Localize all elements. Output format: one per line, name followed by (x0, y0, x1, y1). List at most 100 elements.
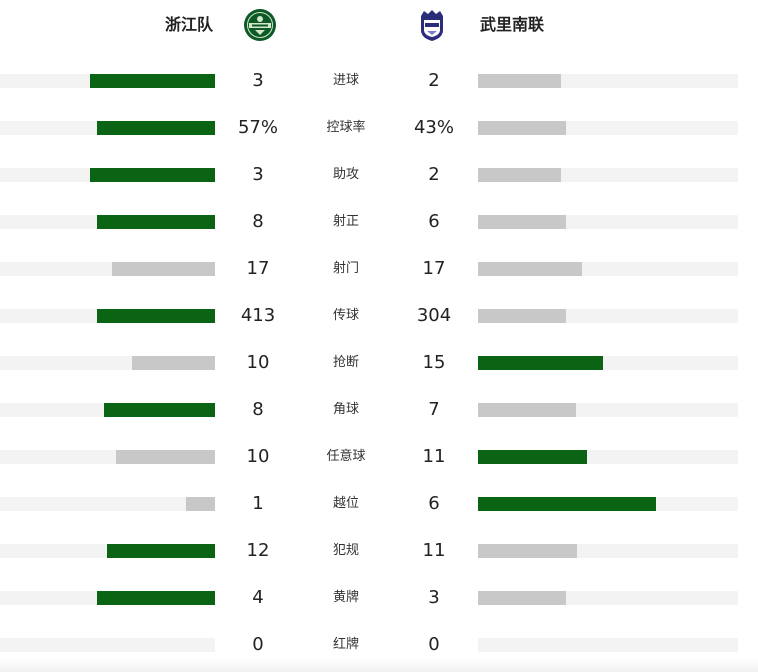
home-stat-bar (97, 309, 215, 323)
stat-label: 射门 (332, 261, 359, 276)
home-stat-track (0, 356, 215, 370)
away-stat-value: 7 (428, 399, 440, 420)
stat-row: 12 犯规 11 (0, 526, 758, 573)
home-stat-track (0, 262, 215, 276)
away-stat-track (478, 309, 738, 323)
away-stat-track (478, 262, 738, 276)
home-stat-value: 8 (252, 211, 264, 232)
stat-row: 0 红牌 0 (0, 620, 758, 667)
away-stat-track (478, 74, 738, 88)
home-stat-value: 17 (246, 258, 270, 279)
stat-row: 3 进球 2 (0, 56, 758, 103)
home-stat-track (0, 168, 215, 182)
away-stat-value: 0 (428, 634, 440, 655)
stat-label: 助攻 (332, 167, 359, 182)
away-stat-value: 304 (416, 305, 452, 326)
stat-row: 17 射门 17 (0, 244, 758, 291)
away-stat-track (478, 591, 738, 605)
home-stat-bar (112, 262, 215, 276)
home-stat-track (0, 309, 215, 323)
away-team-name[interactable]: 武里南联 (480, 15, 545, 34)
bottom-fade (0, 658, 758, 672)
away-stat-value: 17 (422, 258, 446, 279)
away-stat-value: 2 (428, 70, 440, 91)
home-stat-track (0, 403, 215, 417)
away-stat-bar (478, 450, 587, 464)
away-stat-value: 2 (428, 164, 440, 185)
stat-label: 越位 (332, 496, 359, 511)
away-stat-track (478, 403, 738, 417)
home-stat-track (0, 74, 215, 88)
stat-row: 4 黄牌 3 (0, 573, 758, 620)
home-stat-bar (107, 544, 215, 558)
home-stat-value: 57% (237, 117, 278, 138)
stat-row: 8 角球 7 (0, 385, 758, 432)
home-stat-track (0, 215, 215, 229)
stat-row: 57% 控球率 43% (0, 103, 758, 150)
home-stat-bar (90, 168, 215, 182)
away-stat-track (478, 497, 738, 511)
away-stat-track (478, 544, 738, 558)
stat-row: 1 越位 6 (0, 479, 758, 526)
stat-label: 犯规 (332, 543, 359, 558)
home-stat-bar (97, 121, 215, 135)
home-stat-bar (97, 215, 215, 229)
home-stat-track (0, 450, 215, 464)
buriram-united-crest-icon (421, 10, 443, 41)
stat-row: 10 任意球 11 (0, 432, 758, 479)
home-stat-value: 3 (252, 70, 264, 91)
stat-label: 任意球 (326, 449, 366, 464)
stat-label: 角球 (332, 402, 359, 417)
away-stat-value: 15 (422, 352, 446, 373)
away-stat-bar (478, 262, 582, 276)
home-stat-bar (186, 497, 215, 511)
stat-row: 3 助攻 2 (0, 150, 758, 197)
home-stat-bar (90, 74, 215, 88)
home-stat-track (0, 121, 215, 135)
away-stat-track (478, 638, 738, 652)
home-stat-bar (97, 591, 215, 605)
away-stat-value: 11 (422, 446, 446, 467)
home-stat-value: 8 (252, 399, 264, 420)
home-stat-value: 4 (252, 587, 264, 608)
away-stat-bar (478, 215, 566, 229)
home-team-name[interactable]: 浙江队 (164, 15, 213, 34)
stat-row: 10 抢断 15 (0, 338, 758, 385)
home-stat-track (0, 638, 215, 652)
home-stat-value: 10 (246, 352, 270, 373)
stat-row: 413 传球 304 (0, 291, 758, 338)
away-stat-track (478, 450, 738, 464)
stat-label: 抢断 (332, 355, 359, 370)
away-stat-track (478, 121, 738, 135)
match-header: 浙江队 武里南联 (0, 0, 758, 52)
home-stat-value: 0 (252, 634, 264, 655)
away-stat-bar (478, 121, 566, 135)
home-stat-value: 1 (252, 493, 264, 514)
away-stat-track (478, 168, 738, 182)
stat-label: 传球 (332, 308, 359, 323)
away-stat-bar (478, 74, 561, 88)
stat-label: 控球率 (326, 120, 366, 135)
home-stat-bar (104, 403, 215, 417)
away-stat-value: 11 (422, 540, 446, 561)
home-stat-value: 3 (252, 164, 264, 185)
home-stat-bar (132, 356, 215, 370)
stat-label: 黄牌 (332, 590, 359, 605)
stat-row: 8 射正 6 (0, 197, 758, 244)
away-stat-bar (478, 309, 566, 323)
away-stat-value: 43% (413, 117, 454, 138)
away-stat-bar (478, 403, 576, 417)
away-stat-bar (478, 591, 566, 605)
away-stat-bar (478, 356, 603, 370)
away-stat-value: 6 (428, 493, 440, 514)
home-stat-value: 413 (240, 305, 276, 326)
home-stat-value: 12 (246, 540, 270, 561)
stat-label: 红牌 (332, 637, 359, 652)
zhejiang-fc-crest-icon (244, 9, 276, 41)
home-stat-track (0, 544, 215, 558)
away-stat-bar (478, 497, 656, 511)
home-stat-value: 10 (246, 446, 270, 467)
away-stat-value: 3 (428, 587, 440, 608)
away-stat-track (478, 356, 738, 370)
home-stat-bar (116, 450, 215, 464)
